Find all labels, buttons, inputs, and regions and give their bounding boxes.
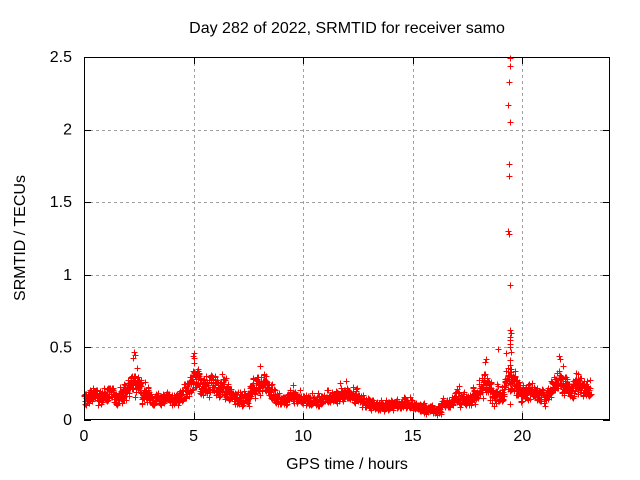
x-tick-label: 10 bbox=[294, 428, 312, 445]
x-axis-label: GPS time / hours bbox=[286, 456, 408, 473]
y-axis-label: SRMTID / TECUs bbox=[12, 175, 29, 301]
y-tick-label: 2 bbox=[63, 122, 72, 139]
y-tick-label: 0 bbox=[63, 412, 72, 429]
data-points-layer bbox=[81, 55, 595, 419]
x-tick-label: 0 bbox=[80, 428, 89, 445]
y-tick-label: 2.5 bbox=[50, 49, 72, 66]
x-tick-label: 5 bbox=[189, 428, 198, 445]
y-tick-label: 1.5 bbox=[50, 194, 72, 211]
data-points bbox=[81, 55, 595, 419]
y-tick-label: 0.5 bbox=[50, 339, 72, 356]
x-tick-label: 15 bbox=[404, 428, 422, 445]
grid-layer bbox=[84, 57, 610, 420]
y-tick-label: 1 bbox=[63, 267, 72, 284]
plot-border bbox=[84, 57, 610, 420]
axes-layer: 0 5 10 15 20 0 0.5 1 1.5 2 2.5 bbox=[50, 49, 610, 445]
chart-title: Day 282 of 2022, SRMTID for receiver sam… bbox=[189, 20, 505, 37]
x-tick-label: 20 bbox=[513, 428, 531, 445]
